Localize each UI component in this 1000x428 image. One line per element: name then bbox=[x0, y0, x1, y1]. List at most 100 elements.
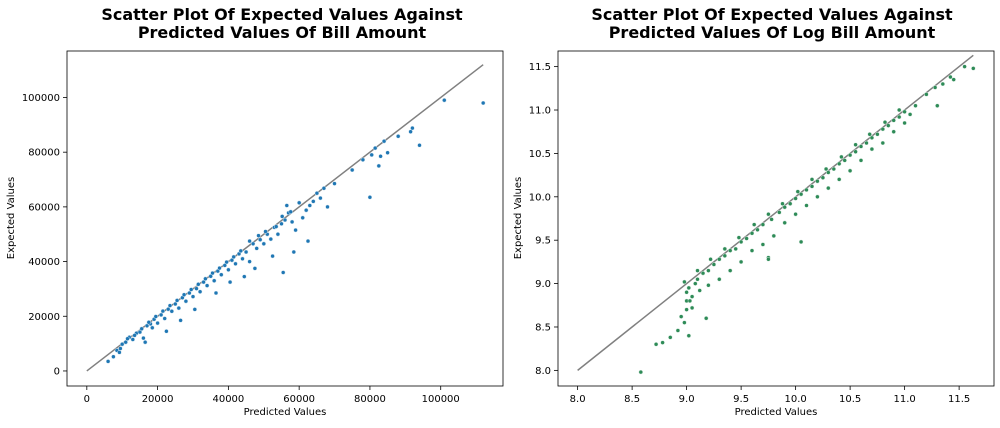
data-point bbox=[219, 272, 224, 277]
data-point bbox=[684, 290, 689, 295]
data-point bbox=[300, 215, 305, 221]
data-point bbox=[130, 337, 136, 342]
y-tick-label: 9.0 bbox=[535, 279, 551, 290]
data-point bbox=[367, 195, 373, 200]
data-point bbox=[736, 235, 742, 240]
data-point bbox=[261, 241, 266, 247]
data-point bbox=[809, 184, 815, 189]
x-axis-label: Predicted Values bbox=[735, 407, 818, 418]
data-points bbox=[638, 64, 976, 375]
data-point bbox=[139, 326, 144, 331]
data-point bbox=[717, 257, 722, 262]
data-point bbox=[201, 279, 206, 285]
data-point bbox=[971, 66, 976, 71]
data-point bbox=[213, 290, 219, 296]
data-point bbox=[188, 287, 194, 292]
data-point bbox=[118, 346, 123, 351]
data-point bbox=[284, 203, 289, 208]
data-point bbox=[321, 186, 327, 191]
data-point bbox=[231, 254, 236, 260]
data-point bbox=[258, 237, 263, 242]
x-tick-label: 8.0 bbox=[570, 394, 586, 405]
data-point bbox=[826, 185, 831, 191]
chart-title-line2: Predicted Values Of Log Bill Amount bbox=[609, 23, 936, 42]
data-point bbox=[275, 231, 281, 237]
data-point bbox=[668, 335, 673, 340]
data-point bbox=[222, 263, 228, 268]
data-point bbox=[902, 120, 907, 126]
data-point bbox=[875, 132, 880, 137]
data-point bbox=[902, 109, 907, 115]
data-point bbox=[897, 107, 902, 113]
data-point bbox=[240, 256, 245, 261]
y-tick-label: 8.0 bbox=[535, 366, 551, 377]
data-point bbox=[837, 177, 842, 182]
data-point bbox=[164, 329, 169, 334]
data-point bbox=[305, 238, 311, 244]
data-point bbox=[417, 143, 422, 148]
reference-line bbox=[577, 54, 974, 371]
data-point bbox=[948, 74, 953, 80]
data-point bbox=[167, 303, 173, 308]
x-tick-label: 10.5 bbox=[839, 394, 861, 405]
x-tick-label: 0 bbox=[84, 394, 90, 405]
y-tick-label: 11.5 bbox=[529, 62, 551, 73]
data-point bbox=[385, 150, 390, 155]
data-point bbox=[141, 335, 146, 341]
data-point bbox=[173, 301, 178, 307]
data-point bbox=[826, 170, 831, 175]
data-point bbox=[804, 187, 809, 193]
data-point bbox=[150, 325, 155, 330]
data-point bbox=[695, 277, 700, 282]
chart-title-line1: Scatter Plot Of Expected Values Against bbox=[101, 5, 463, 24]
data-point bbox=[733, 246, 738, 252]
data-point bbox=[766, 211, 771, 217]
x-tick-label: 10.0 bbox=[784, 394, 806, 405]
data-point bbox=[682, 279, 687, 285]
data-point bbox=[325, 204, 330, 210]
data-point bbox=[795, 189, 800, 194]
data-point bbox=[242, 274, 247, 279]
data-point bbox=[233, 261, 238, 266]
data-point bbox=[886, 123, 891, 128]
chart-title-line2: Predicted Values Of Bill Amount bbox=[138, 23, 427, 42]
data-point bbox=[153, 314, 159, 319]
data-point bbox=[224, 259, 229, 265]
y-tick-label: 100000 bbox=[22, 93, 60, 104]
x-tick-label: 20000 bbox=[142, 394, 174, 405]
y-axis-label: Expected Values bbox=[6, 177, 17, 260]
data-point bbox=[196, 282, 201, 287]
data-point bbox=[752, 222, 757, 227]
data-point bbox=[777, 210, 782, 215]
data-point bbox=[689, 305, 695, 311]
y-axis-label: Expected Values bbox=[513, 177, 524, 260]
data-point bbox=[788, 201, 793, 206]
data-point bbox=[318, 195, 323, 201]
data-point bbox=[820, 175, 826, 180]
data-point bbox=[307, 203, 312, 208]
data-point bbox=[217, 265, 222, 271]
data-point bbox=[882, 119, 888, 125]
data-point bbox=[793, 211, 798, 217]
data-point bbox=[771, 233, 776, 239]
data-point bbox=[376, 163, 381, 169]
y-tick-label: 80000 bbox=[28, 148, 60, 159]
data-point bbox=[203, 276, 208, 281]
x-tick-label: 8.5 bbox=[624, 394, 640, 405]
data-point bbox=[858, 158, 864, 163]
data-point bbox=[187, 290, 192, 296]
data-point bbox=[291, 249, 296, 255]
y-tick-label: 10.5 bbox=[529, 149, 551, 160]
x-tick-label: 80000 bbox=[354, 394, 386, 405]
data-point bbox=[706, 268, 711, 273]
data-points bbox=[105, 97, 486, 364]
data-point bbox=[146, 320, 152, 325]
data-point bbox=[932, 85, 938, 90]
data-point bbox=[227, 279, 233, 285]
data-point bbox=[935, 103, 940, 108]
data-point bbox=[181, 292, 187, 297]
data-point bbox=[686, 333, 691, 338]
data-point bbox=[410, 125, 415, 131]
data-point bbox=[155, 320, 160, 326]
